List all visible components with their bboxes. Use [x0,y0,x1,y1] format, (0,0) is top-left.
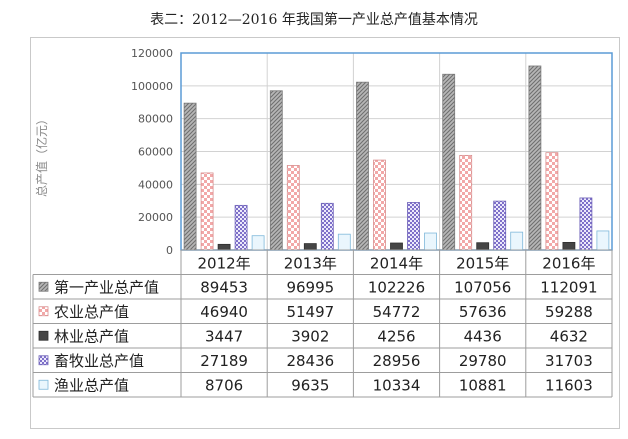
data-value: 96995 [286,278,334,296]
bar [407,202,420,251]
data-value: 89453 [200,278,248,296]
bar [356,81,369,251]
legend-swatch [38,281,49,292]
bar [200,172,214,251]
bar [303,243,317,251]
bar [390,242,403,251]
data-value: 59288 [545,303,593,321]
x-tick-label: 2013年 [284,254,337,272]
data-value: 3902 [291,327,329,345]
bar [373,159,386,251]
data-value: 29780 [459,352,507,370]
data-value: 9635 [291,376,329,394]
y-tick-label: 0 [166,244,173,257]
bar [562,241,576,251]
y-tick-label: 20000 [138,211,173,224]
bar [286,165,300,251]
legend-swatch [38,379,49,390]
data-value: 102226 [368,278,425,296]
chart-title: 表二：2012—2016 年我国第一产业总产值基本情况 [150,12,478,28]
data-value: 10334 [373,376,421,394]
x-tick-label: 2016年 [542,254,595,272]
bar [251,235,265,251]
legend-swatch [38,330,49,341]
data-value: 51497 [286,303,334,321]
data-value: 112091 [540,278,597,296]
data-value: 11603 [545,376,593,394]
legend-swatch [38,355,49,366]
x-tick-label: 2012年 [198,254,251,272]
y-axis: 0 20000 40000 60000 80000 100000 120000 [131,47,173,257]
y-tick-label: 100000 [131,80,173,93]
data-value: 107056 [454,278,511,296]
data-value: 4632 [550,327,588,345]
gridlines [180,52,613,251]
x-tick-label: 2014年 [370,254,423,272]
data-value: 10881 [459,376,507,394]
legend-label: 农业总产值 [54,303,129,321]
bars [183,65,610,251]
x-tick-label: 2015年 [456,254,509,272]
y-tick-label: 40000 [138,178,173,191]
bar [424,232,437,251]
data-value: 4256 [377,327,415,345]
legend-swatch [38,306,49,317]
bar [234,204,248,251]
data-value: 57636 [459,303,507,321]
bar [183,102,197,251]
data-value: 54772 [373,303,421,321]
data-value: 31703 [545,352,593,370]
data-value: 28436 [286,352,334,370]
bar [545,152,559,251]
bar [269,90,283,251]
y-tick-label: 80000 [138,113,173,126]
data-value: 46940 [200,303,248,321]
legend-label: 渔业总产值 [54,376,129,394]
bar [596,230,610,251]
bar [493,200,507,251]
bar [510,231,524,251]
data-value: 3447 [205,327,243,345]
y-tick-label: 60000 [138,146,173,159]
y-axis-label: 总产值（亿元） [34,113,49,197]
chart-frame [30,37,620,429]
bar [337,233,351,251]
data-value: 28956 [373,352,421,370]
bar [528,65,542,251]
data-value: 8706 [205,376,243,394]
bar [217,243,231,251]
legend-label: 第一产业总产值 [54,278,159,296]
bar [476,242,490,251]
bar [459,154,473,251]
bar [320,202,334,251]
legend-label: 畜牧业总产值 [54,352,144,370]
legend-label: 林业总产值 [54,327,129,345]
data-value: 4436 [464,327,502,345]
data-value: 27189 [200,352,248,370]
bar [579,197,593,251]
y-tick-label: 120000 [131,47,173,60]
bar [442,73,456,251]
